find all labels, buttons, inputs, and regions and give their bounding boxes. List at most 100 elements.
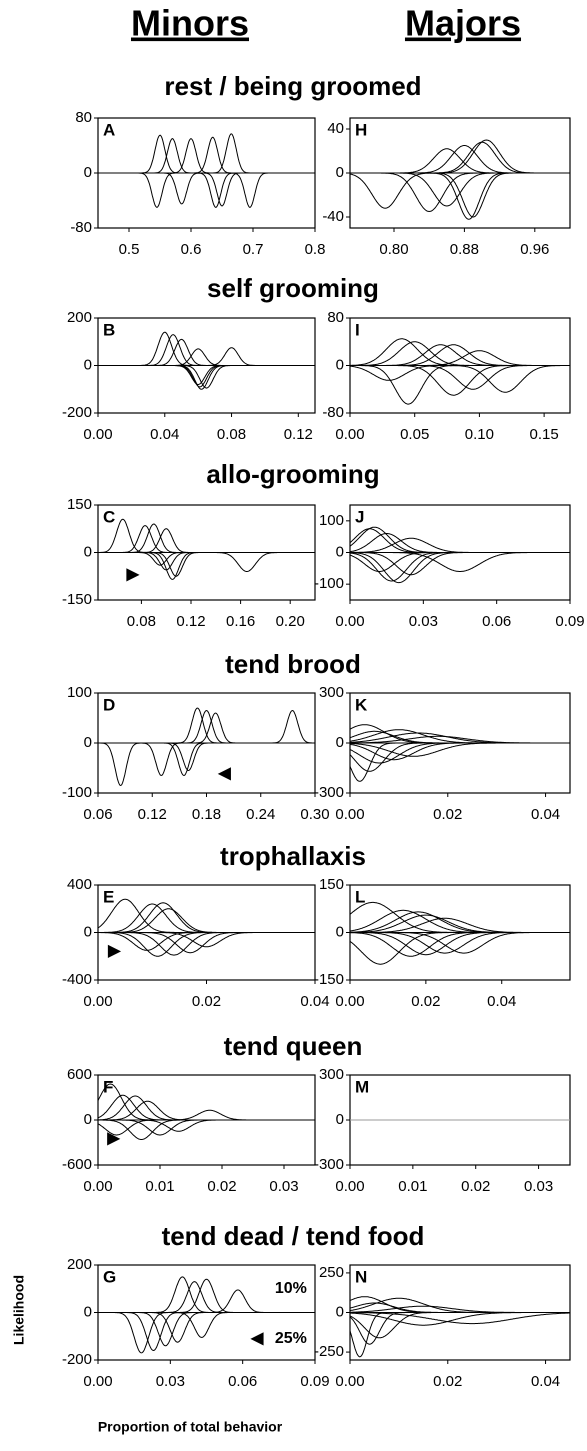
x-tick-label: 0.09 — [555, 613, 584, 630]
y-tick-label: 0 — [336, 164, 344, 181]
x-tick-label: 0.04 — [487, 993, 516, 1010]
likelihood-curve — [98, 1094, 315, 1121]
x-tick-label: 0.10 — [465, 426, 494, 443]
likelihood-curve — [98, 742, 315, 772]
y-tick-label: 80 — [75, 109, 92, 126]
x-tick-label: 0.20 — [276, 613, 305, 630]
y-tick-label: -300 — [314, 1156, 344, 1173]
x-tick-label: 0.04 — [150, 426, 179, 443]
x-tick-label: 0.03 — [409, 613, 438, 630]
y-tick-label: 0 — [84, 923, 92, 940]
likelihood-curve — [350, 730, 570, 744]
likelihood-curve — [98, 1119, 315, 1140]
likelihood-curve — [98, 903, 315, 933]
x-tick-label: 0.00 — [335, 993, 364, 1010]
likelihood-curve — [98, 742, 315, 787]
y-tick-label: 300 — [319, 1066, 344, 1083]
x-tick-label: 0.01 — [398, 1178, 427, 1195]
likelihood-curve — [350, 365, 570, 393]
likelihood-curve — [98, 742, 315, 777]
annotation: ◀ — [217, 765, 231, 782]
y-tick-label: 150 — [319, 876, 344, 893]
annotation: ◀ — [250, 1330, 264, 1347]
likelihood-curve — [98, 902, 315, 933]
x-tick-label: 0.09 — [300, 1373, 329, 1390]
y-tick-label: -300 — [314, 784, 344, 801]
likelihood-curve — [350, 932, 570, 954]
likelihood-curve — [350, 341, 570, 366]
likelihood-curve — [350, 552, 570, 584]
likelihood-curve — [98, 172, 315, 208]
y-tick-label: -80 — [322, 404, 344, 421]
x-tick-label: 0.02 — [411, 993, 440, 1010]
y-tick-label: 600 — [67, 1066, 92, 1083]
panel-letter: K — [355, 695, 368, 714]
x-tick-label: 0.02 — [207, 1178, 236, 1195]
y-tick-label: -150 — [62, 591, 92, 608]
y-tick-label: -150 — [314, 971, 344, 988]
y-tick-label: -80 — [70, 219, 92, 236]
likelihood-curve — [350, 1312, 570, 1326]
x-tick-label: 0.08 — [217, 426, 246, 443]
panel-letter: L — [355, 887, 365, 906]
panel-letter: F — [103, 1077, 113, 1096]
y-axis-label: Likelihood — [11, 1275, 27, 1345]
x-tick-label: 0.30 — [300, 806, 329, 823]
likelihood-curve — [350, 365, 570, 381]
likelihood-curve — [350, 139, 570, 174]
likelihood-curve — [98, 172, 315, 208]
x-tick-label: 0.08 — [127, 613, 156, 630]
x-tick-label: 0.06 — [83, 806, 112, 823]
panel-letter: I — [355, 320, 360, 339]
panel-letter: A — [103, 120, 115, 139]
y-tick-label: 300 — [319, 684, 344, 701]
x-tick-label: 0.02 — [433, 806, 462, 823]
y-tick-label: 400 — [67, 876, 92, 893]
x-tick-label: 0.80 — [379, 241, 408, 258]
panel-letter: J — [355, 507, 364, 526]
annotation: 25% — [275, 1330, 307, 1347]
likelihood-curve — [350, 742, 570, 757]
y-tick-label: 0 — [336, 734, 344, 751]
x-tick-label: 0.02 — [192, 993, 221, 1010]
annotation: ▶ — [106, 1130, 120, 1147]
likelihood-curve — [350, 724, 570, 744]
likelihood-curve — [350, 932, 570, 956]
y-tick-label: 200 — [67, 1256, 92, 1273]
panel-letter: M — [355, 1077, 369, 1096]
x-tick-label: 0.04 — [300, 993, 329, 1010]
y-tick-label: -200 — [62, 1351, 92, 1368]
y-tick-label: -200 — [62, 404, 92, 421]
x-tick-label: 0.12 — [284, 426, 313, 443]
column-header: Minors — [131, 3, 249, 44]
x-axis-label: Proportion of total behavior — [98, 1419, 283, 1435]
x-tick-label: 0.05 — [400, 426, 429, 443]
likelihood-curve — [350, 172, 570, 220]
x-tick-label: 0.00 — [83, 426, 112, 443]
likelihood-curve — [350, 742, 570, 764]
likelihood-curve — [350, 172, 570, 218]
column-header: Majors — [405, 3, 521, 44]
likelihood-curve — [98, 932, 315, 957]
likelihood-curve — [98, 709, 315, 744]
annotation: 10% — [275, 1280, 307, 1297]
y-tick-label: -250 — [314, 1343, 344, 1360]
x-tick-label: 0.00 — [335, 806, 364, 823]
x-tick-label: 0.00 — [335, 426, 364, 443]
panel-title: allo-grooming — [206, 459, 379, 489]
x-tick-label: 0.15 — [530, 426, 559, 443]
panel-title: tend dead / tend food — [162, 1221, 425, 1251]
x-tick-label: 0.02 — [461, 1178, 490, 1195]
panel-letter: N — [355, 1267, 367, 1286]
y-tick-label: -40 — [322, 208, 344, 225]
likelihood-curve — [98, 898, 315, 933]
likelihood-curve — [98, 134, 315, 174]
y-tick-label: 100 — [319, 512, 344, 529]
panel-title: rest / being groomed — [164, 71, 421, 101]
panel-title: self grooming — [207, 273, 379, 303]
y-tick-label: -100 — [62, 784, 92, 801]
y-tick-label: 0 — [336, 923, 344, 940]
x-tick-label: 0.06 — [482, 613, 511, 630]
